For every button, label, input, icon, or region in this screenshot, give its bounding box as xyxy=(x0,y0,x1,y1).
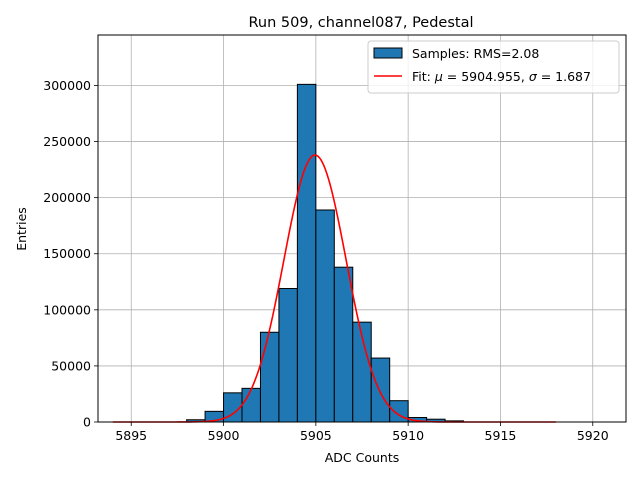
legend: Samples: RMS=2.08 Fit: μ = 5904.955, σ =… xyxy=(367,40,620,94)
histogram-bar xyxy=(315,209,335,423)
legend-fit-label: Fit: μ = 5904.955, σ = 1.687 xyxy=(412,69,591,84)
x-tick-label: 5905 xyxy=(300,428,332,443)
x-axis-ticks: 5895 5900 5905 5910 5915 5920 xyxy=(115,422,609,443)
x-tick-label: 5900 xyxy=(208,428,240,443)
histogram-bar xyxy=(296,83,317,423)
x-tick-label: 5910 xyxy=(392,428,424,443)
y-axis-label: Entries xyxy=(14,207,29,251)
legend-box xyxy=(367,40,620,94)
y-tick-label: 200000 xyxy=(43,190,91,205)
x-axis-label: ADC Counts xyxy=(325,450,400,465)
histogram-bar xyxy=(370,357,391,423)
y-tick-label: 150000 xyxy=(43,246,91,261)
plot-frame xyxy=(97,34,627,423)
chart-title: Run 509, channel087, Pedestal xyxy=(248,15,473,31)
histogram-bar xyxy=(259,331,280,423)
legend-histogram-label: Samples: RMS=2.08 xyxy=(412,46,539,61)
y-tick-label: 50000 xyxy=(51,358,91,373)
y-tick-label: 100000 xyxy=(43,302,91,317)
x-tick-label: 5895 xyxy=(115,428,147,443)
histogram-bar xyxy=(278,288,298,423)
y-tick-label: 0 xyxy=(83,415,91,430)
y-tick-label: 250000 xyxy=(43,134,91,149)
histogram-bar xyxy=(333,266,354,423)
legend-histogram-swatch xyxy=(373,47,403,59)
y-tick-label: 300000 xyxy=(43,78,91,93)
x-tick-label: 5920 xyxy=(577,428,609,443)
x-tick-label: 5915 xyxy=(485,428,517,443)
y-axis-ticks: 0 50000 100000 150000 200000 250000 300000 xyxy=(43,78,98,430)
histogram-bar xyxy=(241,387,261,423)
